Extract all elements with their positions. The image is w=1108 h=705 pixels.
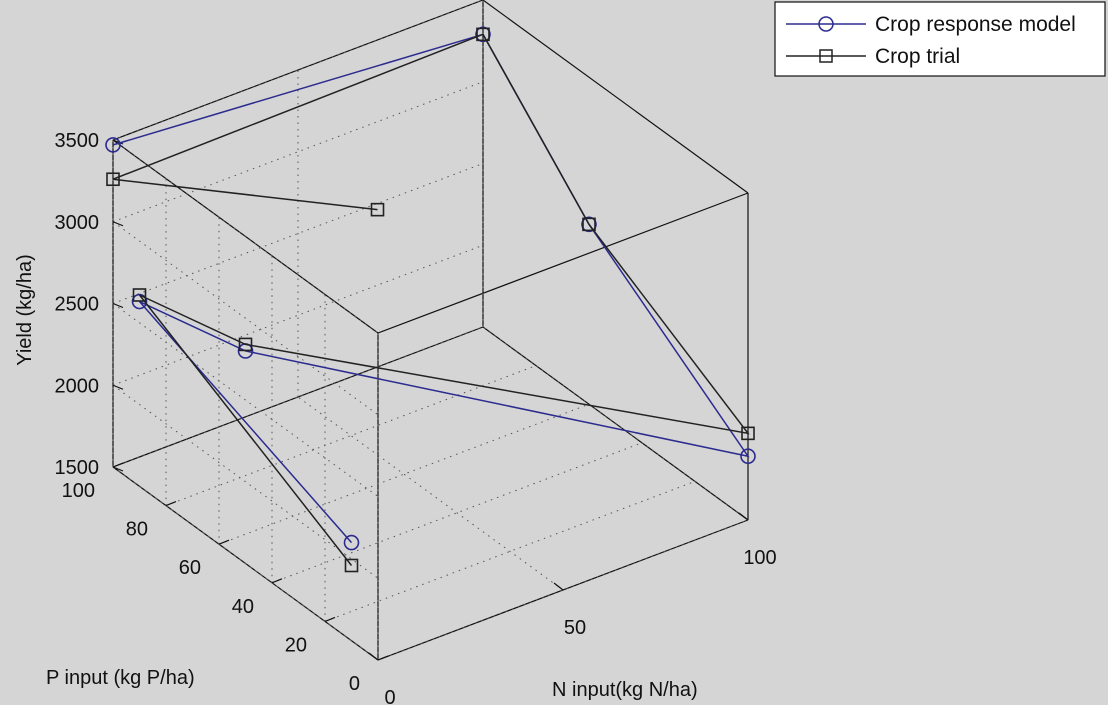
y-tick-label: 100 [62, 480, 95, 502]
y-ticks: 0 20 40 60 80 100 [62, 462, 389, 695]
z-tick-label: 3500 [55, 130, 100, 152]
y-tick-label: 0 [349, 673, 360, 695]
z-tick-mark [112, 139, 124, 145]
x-tick-label: 50 [564, 617, 586, 639]
z-tick-mark [112, 221, 124, 227]
data-point-trial [741, 426, 755, 441]
x-axis-label: N input(kg N/ha) [552, 679, 698, 701]
y-tick-mark [112, 462, 124, 468]
y-tick-label: 60 [179, 557, 201, 579]
grid-line-y [112, 326, 484, 468]
z-tick-mark [112, 302, 124, 309]
grid-line-z [112, 303, 379, 497]
grid-line-y [324, 480, 696, 622]
x-tick-mark [368, 652, 379, 661]
legend-label-model: Crop response model [875, 13, 1076, 36]
x-tick-label: 100 [743, 547, 776, 569]
grid-line-z [112, 244, 484, 386]
z-tick-label: 3000 [55, 212, 100, 234]
data-point-model [475, 26, 491, 43]
data-point-trial [582, 217, 596, 232]
series-line-trial [112, 33, 750, 566]
x-tick-label: 0 [384, 687, 395, 705]
legend-marker-model [818, 16, 834, 32]
series-line-model [112, 33, 750, 544]
box-edge [482, 0, 749, 194]
z-tick-label: 2500 [55, 294, 100, 316]
z-tick-label: 1500 [55, 457, 100, 479]
data-point-trial [238, 337, 253, 352]
legend-label-trial: Crop trial [875, 45, 960, 68]
grid-line-z [112, 384, 379, 579]
y-tick-mark [218, 539, 230, 545]
data-point-trial [370, 202, 385, 217]
data-point-model [131, 293, 148, 310]
z-axis-label: Yield (kg/ha) [14, 254, 36, 366]
legend-marker-trial [819, 49, 833, 63]
grid-lines [112, 0, 749, 661]
y-tick-label: 40 [232, 596, 254, 618]
grid-line-x [482, 326, 749, 521]
plot-box [112, 0, 749, 661]
grid-line-z [112, 0, 484, 141]
y-tick-mark [377, 655, 389, 661]
y-tick-mark [324, 616, 336, 622]
grid-line-z [112, 221, 379, 416]
legend: Crop response model Crop trial [774, 1, 1106, 77]
grid-line-y [165, 365, 537, 507]
z-ticks: 1500 2000 2500 3000 3500 [55, 130, 124, 479]
grid-line-y [271, 442, 643, 584]
z-tick-label: 2000 [55, 375, 100, 397]
legend-box [774, 1, 1106, 77]
grid-line-y [218, 403, 590, 545]
y-tick-label: 80 [126, 519, 148, 541]
grid-line-x [297, 396, 564, 591]
data-point-trial [106, 172, 120, 187]
box-edge [377, 192, 749, 334]
data-point-trial [344, 558, 359, 573]
x-tick-mark [738, 512, 749, 521]
x-ticks: 0 50 100 [368, 512, 777, 705]
grid-line-z [112, 139, 379, 334]
grid-line-z [112, 163, 484, 304]
data-point-model [581, 216, 597, 233]
y-tick-mark [165, 501, 177, 507]
grid-line-y [377, 519, 749, 661]
grid-line-x [112, 466, 379, 661]
y-tick-mark [271, 578, 283, 584]
grid-line-z [112, 81, 484, 223]
y-tick-label: 20 [285, 634, 307, 656]
data-point-model [105, 137, 121, 153]
z-tick-mark [112, 466, 124, 472]
data-point-model [343, 534, 360, 551]
z-tick-mark [112, 384, 124, 390]
y-axis-label: P input (kg P/ha) [46, 667, 195, 689]
data-point-trial [476, 27, 490, 42]
data-point-trial [132, 288, 147, 302]
data-point-model [740, 448, 756, 465]
series-group [105, 26, 756, 573]
x-tick-mark [553, 582, 564, 591]
